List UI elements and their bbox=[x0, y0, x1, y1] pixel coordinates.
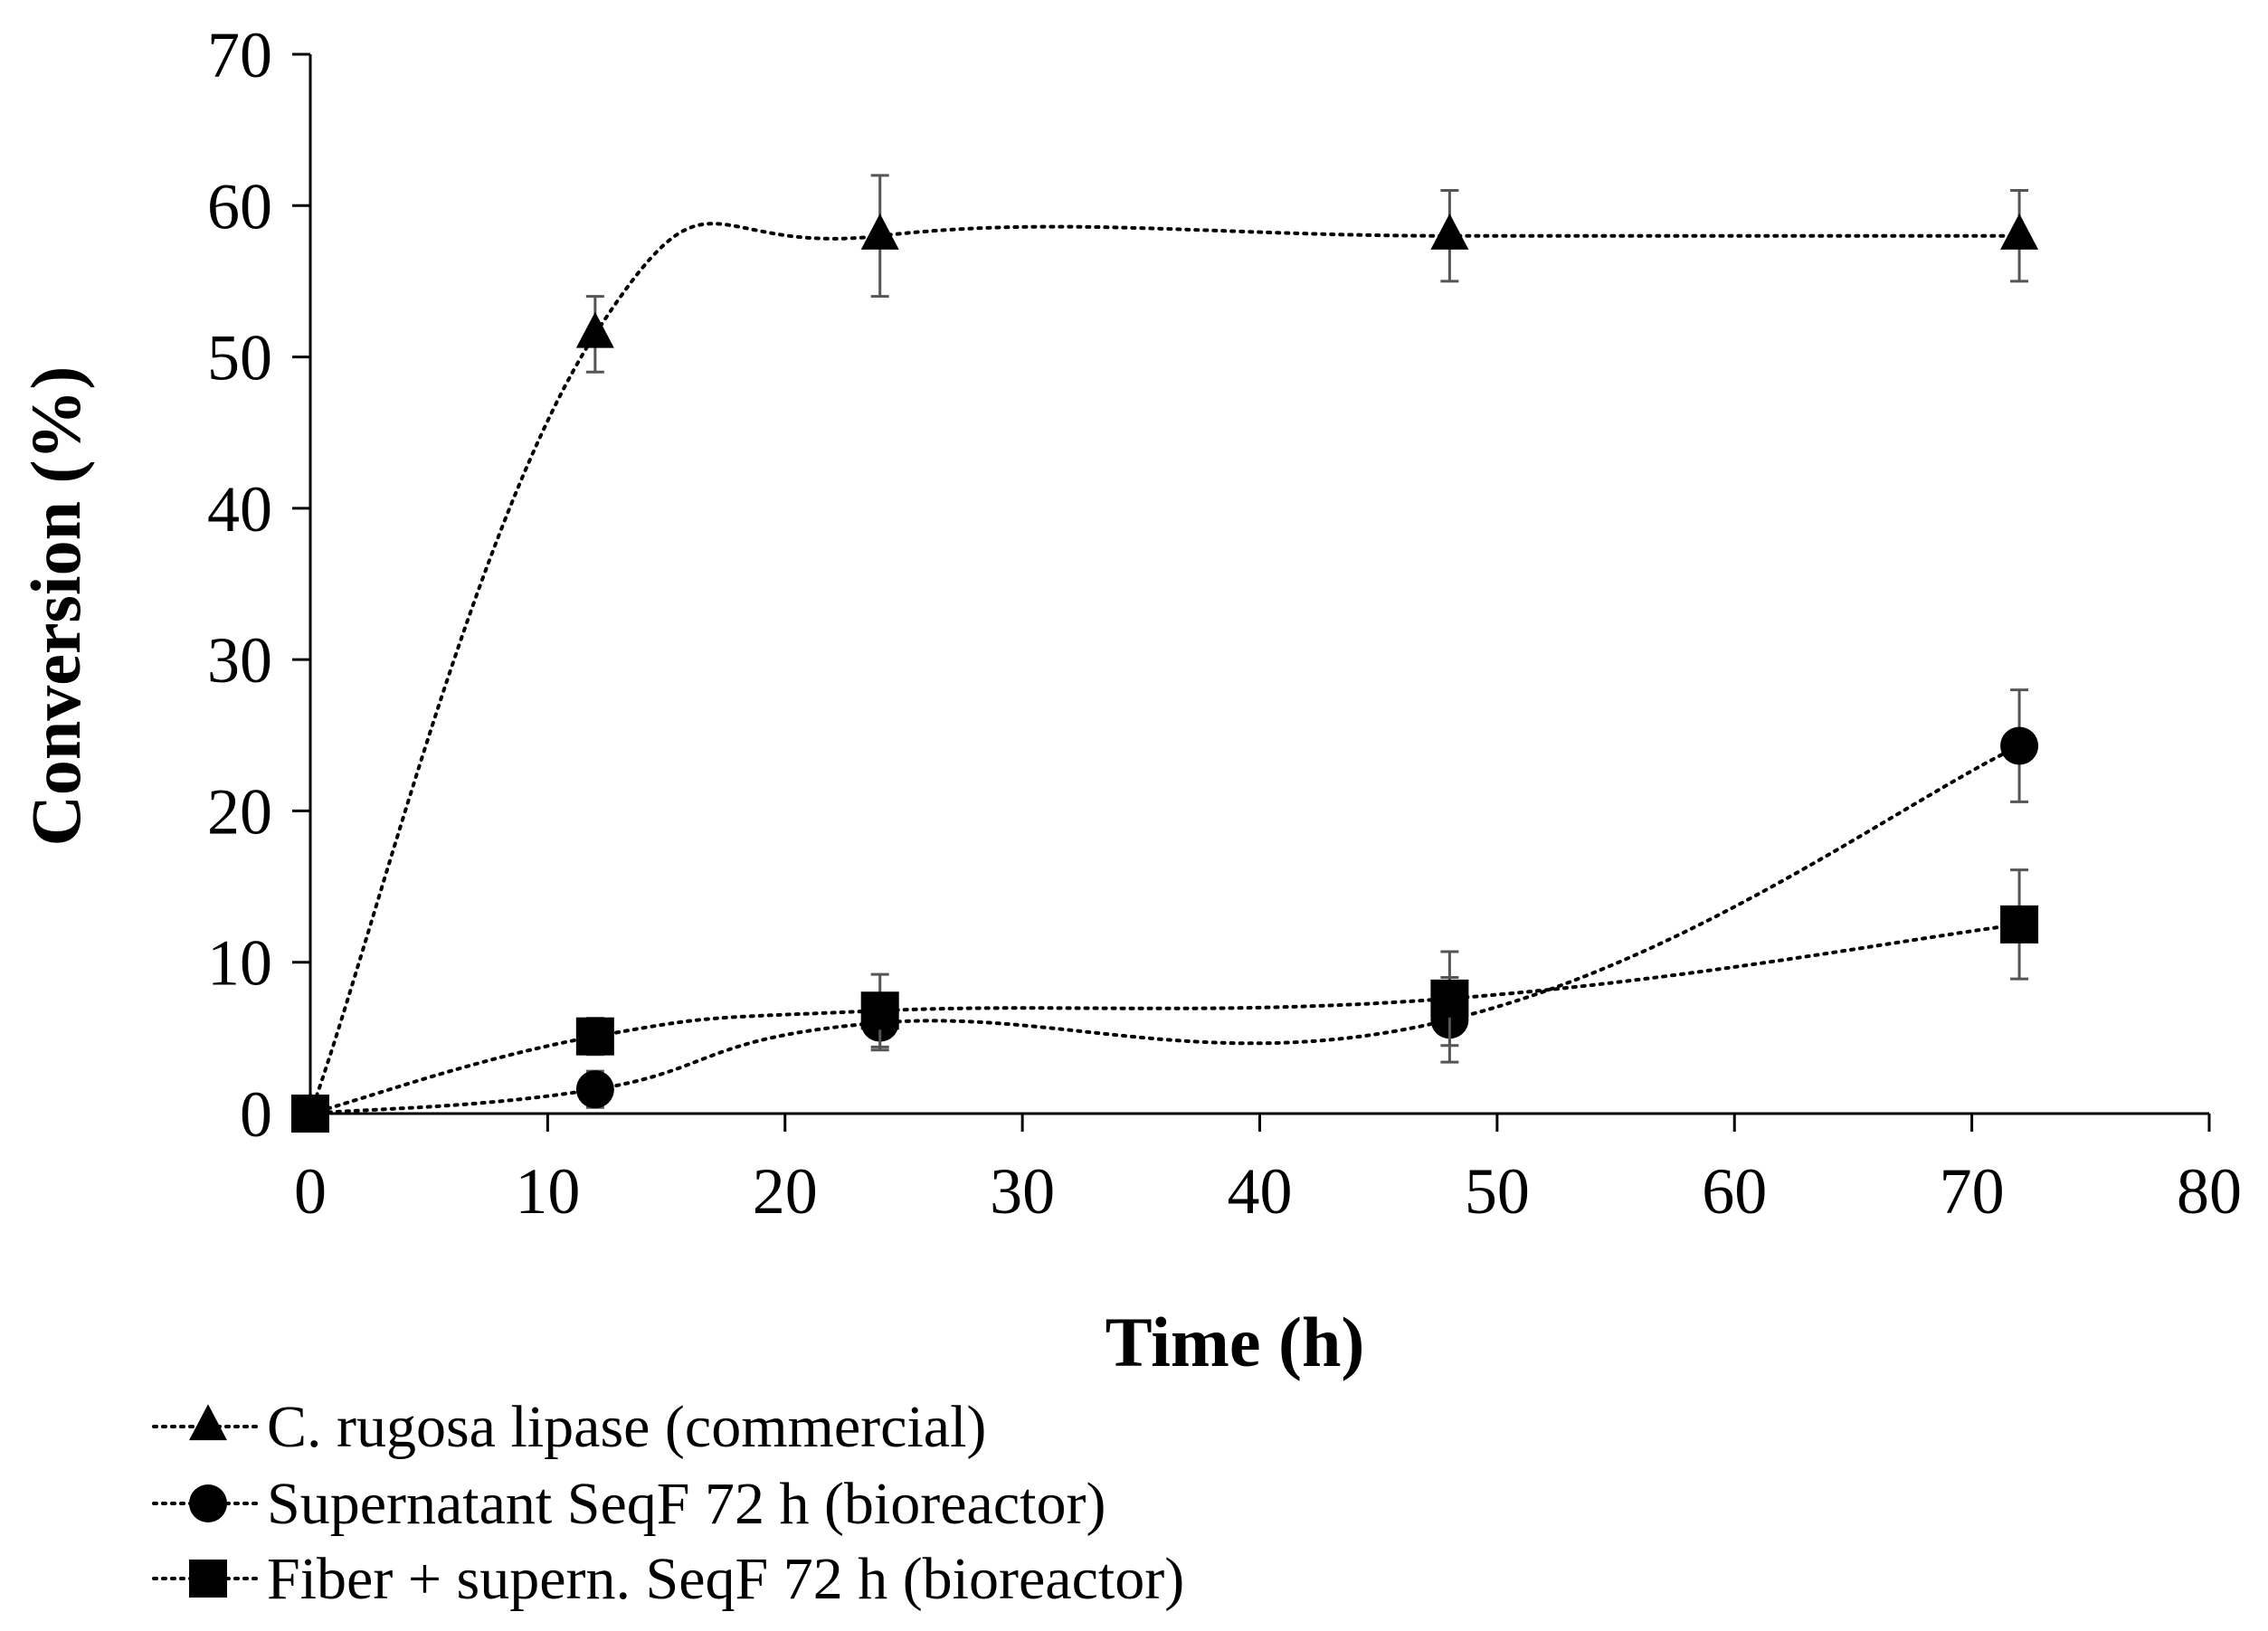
y-tick-label: 0 bbox=[240, 1078, 272, 1151]
legend-label: Fiber + supern. SeqF 72 h (bioreactor) bbox=[267, 1546, 1184, 1612]
data-point-square bbox=[2000, 905, 2039, 944]
series-line bbox=[308, 222, 2022, 1115]
legend-item: Fiber + supern. SeqF 72 h (bioreactor) bbox=[152, 1546, 1184, 1612]
data-point-triangle bbox=[2000, 213, 2039, 250]
data-point-square bbox=[575, 1017, 614, 1056]
data-point-square bbox=[1430, 979, 1469, 1018]
x-tick-label: 10 bbox=[515, 1155, 580, 1228]
series-line bbox=[308, 922, 2022, 1115]
y-tick-label: 60 bbox=[207, 170, 272, 242]
data-point-circle bbox=[575, 1070, 614, 1109]
legend-label: Supernatant SeqF 72 h (bioreactor) bbox=[267, 1471, 1106, 1537]
legend: C. rugosa lipase (commercial) Supernatant… bbox=[152, 1394, 1184, 1612]
axes: 0 10 20 30 40 50 60 70 0 10 20 30 40 50 60 70 80 bbox=[207, 19, 2242, 1228]
x-tick-label: 50 bbox=[1465, 1155, 1530, 1228]
legend-item: Supernatant SeqF 72 h (bioreactor) bbox=[152, 1471, 1106, 1537]
data-point-circle bbox=[2000, 726, 2039, 765]
x-tick-label: 70 bbox=[1940, 1155, 2005, 1228]
legend-marker-triangle bbox=[189, 1404, 227, 1441]
legend-item: C. rugosa lipase (commercial) bbox=[152, 1394, 986, 1460]
data-point-triangle bbox=[1430, 213, 1469, 250]
y-tick-label: 30 bbox=[207, 624, 272, 697]
data-point-triangle bbox=[575, 311, 614, 348]
x-axis-title: Time (h) bbox=[1106, 1303, 1365, 1381]
x-tick-label: 0 bbox=[294, 1155, 327, 1228]
data-point-square bbox=[860, 991, 899, 1030]
legend-marker-circle bbox=[189, 1484, 227, 1522]
legend-label: C. rugosa lipase (commercial) bbox=[267, 1394, 986, 1460]
series-circle bbox=[291, 688, 2039, 1133]
series-layer bbox=[291, 174, 2039, 1133]
y-tick-label: 70 bbox=[207, 19, 272, 91]
x-tick-label: 60 bbox=[1702, 1155, 1767, 1228]
x-tick-label: 20 bbox=[753, 1155, 818, 1228]
y-tick-label: 20 bbox=[207, 775, 272, 848]
series-triangle bbox=[291, 174, 2039, 1128]
series-square bbox=[291, 868, 2039, 1133]
y-axis-title: Conversion (%) bbox=[16, 366, 95, 847]
y-tick-label: 10 bbox=[207, 927, 272, 1000]
series-line bbox=[308, 744, 2022, 1115]
x-tick-label: 80 bbox=[2177, 1155, 2242, 1228]
y-tick-label: 50 bbox=[207, 322, 272, 394]
x-tick-label: 40 bbox=[1228, 1155, 1293, 1228]
y-tick-label: 40 bbox=[207, 473, 272, 545]
legend-marker-square bbox=[189, 1560, 227, 1598]
x-tick-label: 30 bbox=[990, 1155, 1055, 1228]
data-point-triangle bbox=[860, 213, 899, 250]
data-point-square bbox=[291, 1095, 329, 1133]
